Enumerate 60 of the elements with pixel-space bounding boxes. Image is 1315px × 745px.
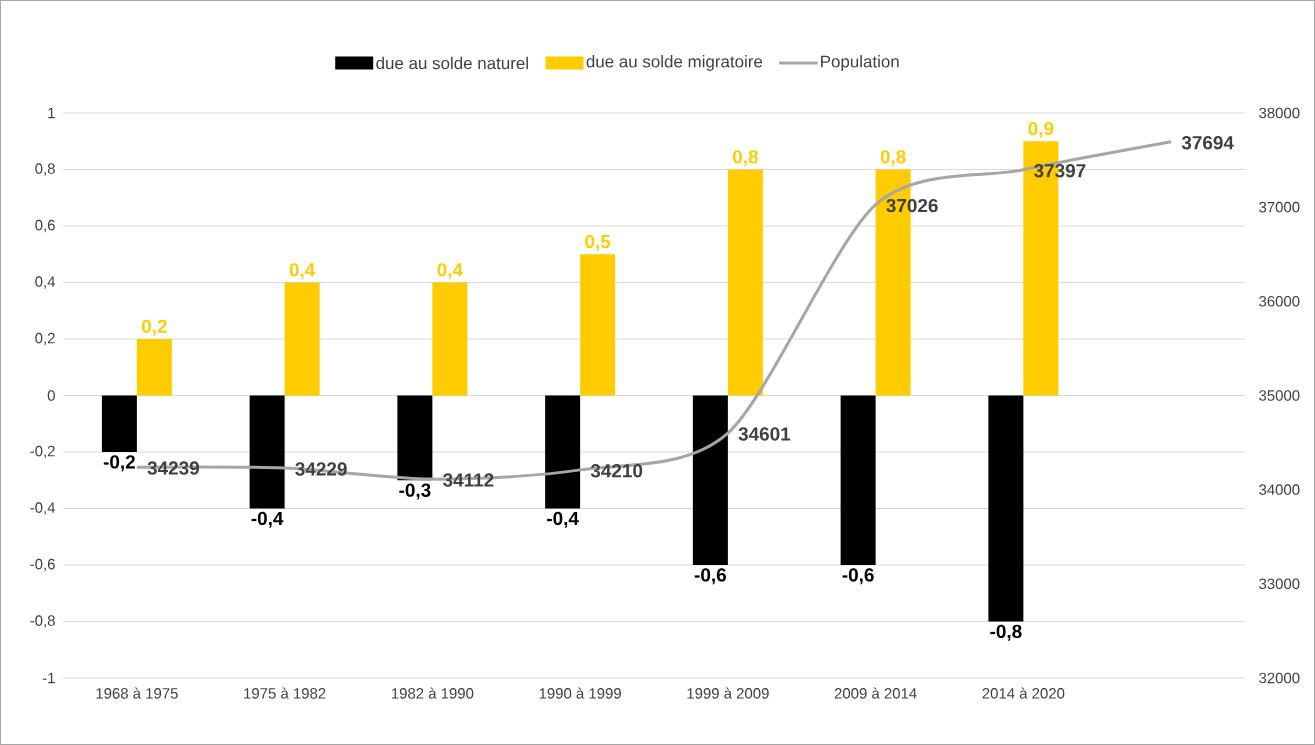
data-label: 0,2: [141, 319, 167, 336]
y-tick-label: 0: [47, 390, 55, 401]
bar: [249, 395, 285, 509]
data-label: -0,4: [547, 511, 579, 528]
data-label: 0,9: [1028, 121, 1054, 139]
legend-label: due au solde migratoire: [586, 55, 763, 71]
y-tick-label: -0,6: [30, 558, 55, 572]
bar: [988, 395, 1024, 622]
data-label: 0,8: [880, 150, 906, 167]
bar: [284, 282, 320, 396]
y-tick-label: -0,8: [30, 615, 55, 628]
data-label: 0,4: [437, 263, 463, 280]
y-tick-label: -0,2: [30, 445, 55, 459]
data-label: -0,6: [842, 568, 874, 585]
y2-tick-label: 37000: [1259, 201, 1300, 213]
y2-tick-label: 35000: [1259, 390, 1300, 401]
data-label: 37694: [1181, 136, 1234, 150]
y-tick-label: 0,2: [35, 332, 55, 346]
x-tick-label: 2014 à 2020: [982, 687, 1065, 699]
data-label: -0,2: [103, 455, 135, 472]
x-tick-label: 1975 à 1982: [244, 687, 326, 699]
x-tick-label: 2009 à 2014: [834, 687, 917, 699]
data-label: 34112: [443, 473, 494, 487]
data-label: -0,8: [990, 624, 1022, 641]
bar: [545, 395, 581, 509]
bar: [397, 395, 433, 481]
y2-tick-label: 36000: [1259, 296, 1300, 307]
legend-label: Population: [821, 55, 899, 71]
legend-label: due au solde naturel: [376, 56, 528, 70]
y-tick-label: 0,4: [35, 276, 56, 289]
y2-tick-label: 38000: [1259, 107, 1300, 119]
data-label: 34229: [295, 462, 347, 476]
bar: [840, 395, 876, 565]
bar: [727, 169, 763, 396]
data-label: -0,6: [694, 568, 726, 585]
data-label: 0,5: [585, 234, 611, 252]
x-tick-label: 1968 à 1975: [96, 687, 178, 699]
data-label: 34210: [590, 464, 643, 478]
bar: [692, 395, 728, 565]
data-label: -0,4: [251, 511, 284, 528]
y2-tick-label: 32000: [1259, 672, 1300, 684]
bar: [101, 395, 137, 452]
bar: [432, 282, 468, 396]
y-tick-label: -1: [42, 672, 55, 684]
x-tick-label: 1990 à 1999: [539, 687, 621, 699]
data-label: 34601: [738, 427, 791, 441]
bar: [136, 338, 172, 396]
y2-tick-label: 34000: [1259, 484, 1300, 495]
x-tick-label: 1982 à 1990: [391, 687, 474, 699]
bar: [580, 254, 616, 396]
data-label: -0,3: [399, 483, 431, 500]
data-label: 0,8: [732, 150, 758, 167]
y-tick-label: 0,8: [35, 163, 55, 176]
y-tick-label: 1: [48, 107, 55, 119]
x-tick-label: 1999 à 2009: [687, 687, 769, 699]
y-tick-label: 0,6: [35, 219, 55, 233]
data-label: 0,4: [289, 263, 316, 280]
y2-tick-label: 33000: [1259, 578, 1300, 590]
y-tick-label: -0,4: [30, 502, 56, 515]
data-label: 34239: [147, 461, 200, 475]
